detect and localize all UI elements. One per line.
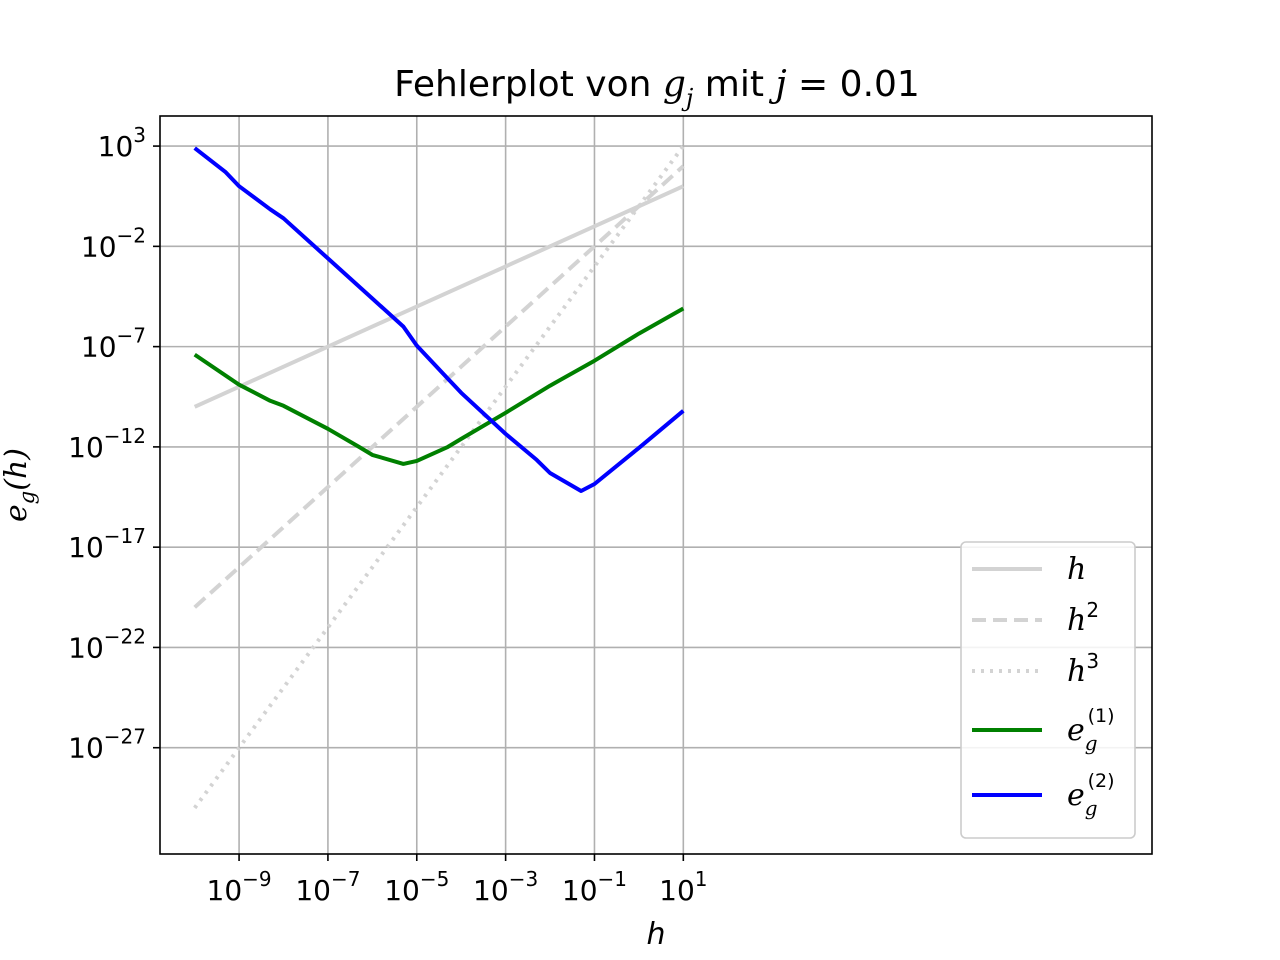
x-tick-label: 10−9 bbox=[207, 867, 272, 907]
y-axis-label: eg(h) bbox=[0, 448, 39, 522]
x-tick-label: 10−7 bbox=[295, 867, 360, 907]
series-line-h2 bbox=[193, 164, 685, 609]
legend-label-h2: h2 bbox=[1067, 598, 1099, 638]
series-line-e2 bbox=[193, 146, 685, 493]
x-axis-label: h bbox=[646, 917, 665, 952]
chart-title: Fehlerplot von gj mit j = 0.01 bbox=[394, 64, 920, 112]
y-tick-label: 10−22 bbox=[68, 624, 146, 664]
y-tick-label: 10−27 bbox=[68, 725, 146, 765]
y-tick-label: 10−7 bbox=[81, 324, 146, 364]
legend: h h2 h3 eg(1) eg(2) bbox=[960, 541, 1136, 839]
y-tick-label: 103 bbox=[98, 123, 146, 163]
legend-label-h3: h3 bbox=[1067, 649, 1099, 689]
series-line-h3 bbox=[193, 144, 685, 810]
series-line-e1 bbox=[193, 306, 685, 466]
series-line-h bbox=[193, 184, 685, 409]
x-tick-label: 10−3 bbox=[473, 867, 538, 907]
y-tick-label: 10−17 bbox=[68, 524, 146, 564]
y-tick-label: 10−12 bbox=[68, 424, 146, 464]
plot-frame bbox=[159, 115, 1153, 855]
legend-label-e1: eg(1) bbox=[1067, 705, 1115, 755]
legend-label-h: h bbox=[1067, 552, 1086, 587]
y-tick-label: 10−2 bbox=[81, 223, 146, 263]
axis-ticks: 10−9 10−7 10−5 10−3 10−1 101 103 10−2 10−7 10−12 1… bbox=[68, 123, 707, 907]
legend-box bbox=[960, 541, 1136, 839]
legend-label-e2: eg(2) bbox=[1067, 770, 1115, 820]
series-lines bbox=[193, 144, 685, 810]
x-tick-label: 10−1 bbox=[562, 867, 627, 907]
x-tick-label: 10−5 bbox=[384, 867, 449, 907]
x-tick-label: 101 bbox=[659, 867, 707, 907]
